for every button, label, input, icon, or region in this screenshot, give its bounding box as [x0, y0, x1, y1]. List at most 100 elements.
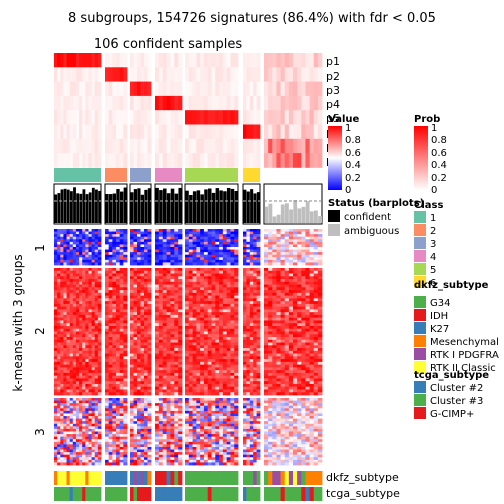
heatmap-cell — [256, 301, 261, 305]
prob-cell — [203, 67, 209, 82]
heatmap-cell — [85, 392, 89, 396]
heatmap-cell — [147, 381, 152, 385]
silhouette-bar — [243, 189, 247, 223]
heatmap-cell — [185, 350, 190, 354]
heatmap-cell — [133, 301, 138, 305]
prob-cell — [105, 67, 110, 82]
heatmap-cell — [66, 298, 71, 302]
heatmap-cell — [140, 413, 145, 417]
heatmap-cell — [147, 334, 152, 338]
heatmap-cell — [75, 353, 80, 357]
heatmap-cell — [66, 416, 71, 420]
heatmap-cell — [137, 303, 141, 308]
heatmap-cell — [63, 449, 67, 453]
heatmap-cell — [57, 400, 61, 404]
heatmap-cell — [91, 236, 96, 240]
heatmap-cell — [94, 298, 99, 302]
heatmap-cell — [226, 408, 231, 412]
heatmap-cell — [234, 325, 239, 330]
heatmap-cell — [222, 239, 228, 243]
heatmap-cell — [155, 337, 160, 341]
heatmap-cell — [144, 295, 148, 299]
prob-cell — [155, 67, 160, 82]
heatmap-cell — [88, 323, 92, 327]
heatmap-cell — [82, 364, 86, 368]
heatmap-cell — [192, 334, 197, 338]
heatmap-cell — [188, 252, 193, 256]
heatmap-cell — [196, 423, 201, 427]
heatmap-cell — [54, 257, 58, 261]
heatmap-cell — [211, 295, 216, 299]
heatmap-cell — [108, 323, 113, 327]
heatmap-cell — [226, 276, 231, 280]
heatmap-cell — [75, 400, 80, 404]
prob-cell — [60, 67, 64, 82]
heatmap-cell — [66, 231, 71, 235]
heatmap-cell — [72, 279, 77, 283]
heatmap-cell — [230, 342, 235, 346]
heatmap-cell — [79, 252, 83, 256]
prob-cell — [207, 95, 212, 111]
heatmap-cell — [211, 459, 216, 463]
heatmap-cell — [185, 348, 190, 352]
heatmap-cell — [211, 436, 216, 440]
heatmap-cell — [85, 449, 89, 453]
heatmap-cell — [54, 405, 58, 409]
heatmap-cell — [200, 446, 205, 450]
heatmap-cell — [144, 337, 148, 341]
heatmap-cell — [162, 375, 167, 379]
heatmap-cell — [112, 361, 117, 366]
heatmap-cell — [123, 331, 128, 335]
heatmap-cell — [174, 314, 179, 319]
heatmap-cell — [79, 317, 83, 321]
heatmap-cell — [97, 389, 102, 393]
heatmap-cell — [230, 405, 235, 409]
heatmap-cell — [203, 337, 209, 341]
heatmap-cell — [91, 431, 96, 435]
heatmap-cell — [108, 276, 113, 280]
heatmap-cell — [166, 292, 171, 297]
heatmap-cell — [75, 249, 80, 253]
heatmap-cell — [60, 408, 64, 412]
heatmap-cell — [75, 441, 80, 445]
heatmap-cell — [178, 457, 183, 461]
heatmap-cell — [88, 229, 92, 232]
heatmap-cell — [200, 325, 205, 330]
heatmap-cell — [203, 361, 209, 366]
heatmap-cell — [253, 252, 257, 256]
heatmap-cell — [147, 426, 152, 430]
heatmap-cell — [147, 431, 152, 435]
heatmap-cell — [147, 400, 152, 404]
heatmap-cell — [178, 241, 183, 245]
heatmap-cell — [192, 273, 197, 277]
prob-cell — [137, 95, 141, 111]
heatmap-cell — [188, 381, 193, 385]
heatmap-cell — [219, 408, 224, 412]
heatmap-cell — [69, 325, 74, 330]
heatmap-cell — [94, 254, 99, 258]
heatmap-cell — [215, 350, 220, 354]
heatmap-cell — [200, 303, 205, 308]
heatmap-cell — [162, 244, 167, 248]
heatmap-cell — [69, 444, 74, 448]
heatmap-cell — [215, 276, 220, 280]
heatmap-cell — [188, 306, 193, 310]
heatmap-cell — [256, 328, 261, 332]
heatmap-cell — [97, 416, 102, 420]
heatmap-cell — [63, 279, 67, 283]
heatmap-cell — [66, 375, 71, 379]
heatmap-cell — [162, 370, 167, 374]
heatmap-cell — [79, 259, 83, 263]
heatmap-cell — [155, 239, 160, 243]
heatmap-cell — [188, 247, 193, 250]
heatmap-cell — [200, 381, 205, 385]
heatmap-cell — [203, 279, 209, 283]
heatmap-cell — [105, 292, 110, 297]
heatmap-cell — [105, 459, 110, 463]
heatmap-cell — [123, 325, 128, 330]
heatmap-cell — [158, 309, 164, 313]
heatmap-cell — [178, 441, 183, 445]
heatmap-cell — [54, 306, 58, 310]
heatmap-cell — [246, 262, 251, 266]
heatmap-cell — [170, 247, 175, 250]
